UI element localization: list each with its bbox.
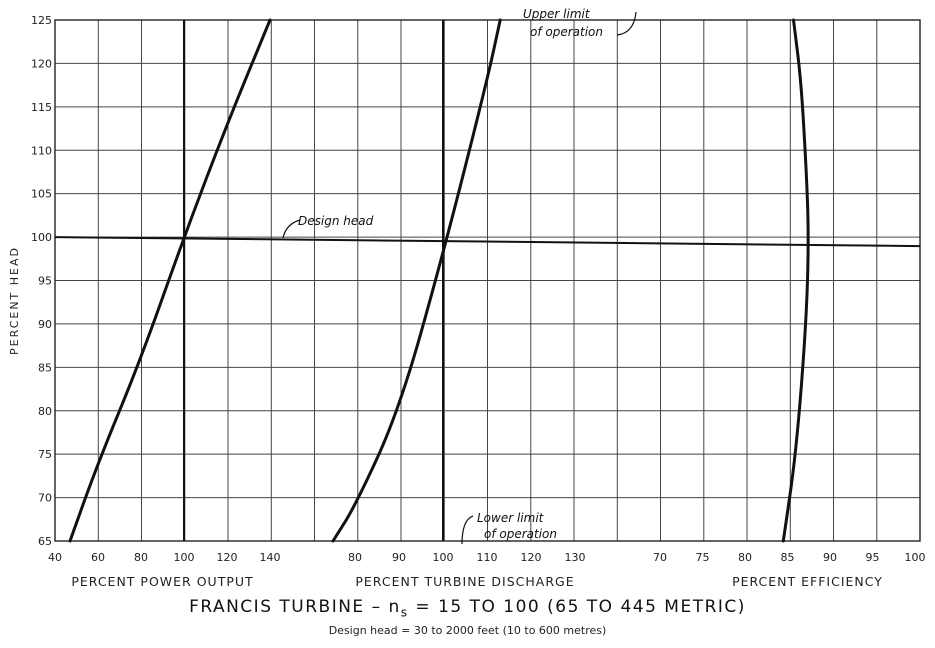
x-tick-label: 60 — [91, 551, 105, 564]
x-axis-label: PERCENT EFFICIENCY — [732, 574, 883, 589]
x-tick-label: 95 — [866, 551, 880, 564]
x-tick-label: 90 — [823, 551, 837, 564]
x-tick-label: 70 — [653, 551, 667, 564]
y-tick-label: 125 — [31, 14, 52, 27]
chart-title-subscript: s — [400, 605, 409, 620]
x-tick-label: 80 — [738, 551, 752, 564]
y-tick-label: 115 — [31, 101, 52, 114]
annotation-upper-limit-line1: Upper limit — [523, 7, 591, 21]
chart-title-prefix: FRANCIS TURBINE – n — [189, 597, 401, 617]
chart-title-suffix: = 15 TO 100 (65 TO 445 METRIC) — [408, 597, 746, 617]
x-tick-label: 140 — [260, 551, 281, 564]
x-tick-label: 85 — [781, 551, 795, 564]
x-tick-label: 130 — [565, 551, 586, 564]
y-tick-label: 95 — [38, 275, 52, 288]
y-tick-label: 85 — [38, 361, 52, 374]
x-tick-label: 90 — [392, 551, 406, 564]
x-tick-label: 75 — [696, 551, 710, 564]
annotation-upper-limit-line2: of operation — [530, 25, 603, 39]
x-tick-label: 40 — [48, 551, 62, 564]
annotation-design-head: Design head — [298, 214, 374, 228]
y-tick-label: 110 — [31, 144, 52, 157]
y-tick-label: 120 — [31, 57, 52, 70]
x-tick-label: 80 — [134, 551, 148, 564]
x-tick-label: 120 — [217, 551, 238, 564]
curve-power-output — [68, 18, 272, 543]
annotation-design-head-arrow — [282, 219, 301, 239]
y-tick-label: 90 — [38, 318, 52, 331]
x-tick-label: 100 — [905, 551, 926, 564]
design-head-line — [54, 236, 921, 248]
y-tick-label: 70 — [38, 492, 52, 505]
plot-frame — [54, 19, 921, 542]
y-axis-label: PERCENT HEAD — [8, 246, 21, 355]
annotation-lower-limit-line1: Lower limit — [477, 511, 545, 525]
annotation-lower-limit-line2: of operation — [484, 527, 557, 541]
y-tick-label: 105 — [31, 188, 52, 201]
y-tick-label: 65 — [38, 535, 52, 548]
annotation-upper-limit-arrow — [616, 11, 637, 36]
x-tick-label: 80 — [348, 551, 362, 564]
chart-subtitle: Design head = 30 to 2000 feet (10 to 600… — [328, 624, 607, 637]
curve-turbine-discharge — [331, 18, 502, 543]
x-tick-label: 100 — [433, 551, 454, 564]
x-tick-label: 120 — [521, 551, 542, 564]
chart-title: FRANCIS TURBINE – ns = 15 TO 100 (65 TO … — [0, 597, 935, 619]
annotation-lower-limit-arrow — [461, 515, 474, 545]
y-tick-label: 75 — [38, 448, 52, 461]
y-tick-label: 100 — [31, 231, 52, 244]
y-tick-label: 80 — [38, 405, 52, 418]
x-axis-label: PERCENT TURBINE DISCHARGE — [355, 574, 574, 589]
x-tick-label: 110 — [477, 551, 498, 564]
x-tick-label: 100 — [174, 551, 195, 564]
curve-efficiency — [781, 18, 810, 543]
x-axis-label: PERCENT POWER OUTPUT — [71, 574, 253, 589]
